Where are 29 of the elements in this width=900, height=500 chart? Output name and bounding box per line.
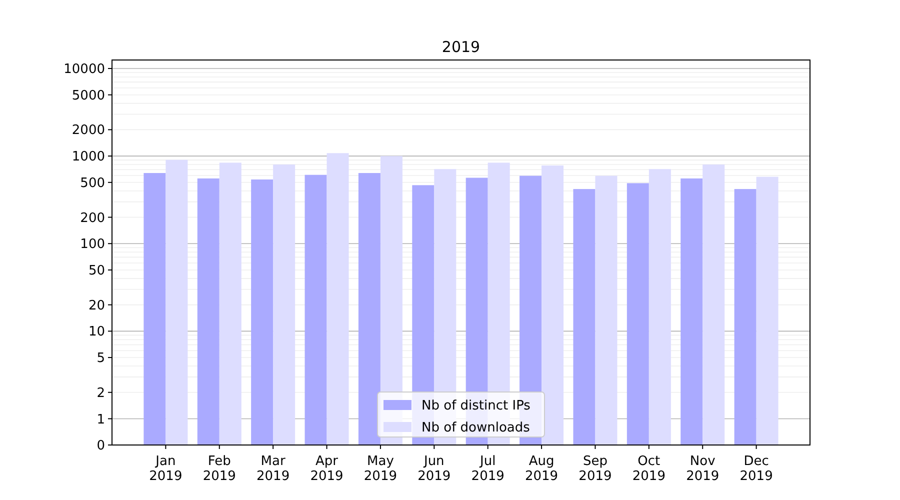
- y-tick-label: 100: [80, 237, 105, 252]
- y-tick-label: 10: [88, 324, 105, 340]
- x-tick-label: Feb 2019: [202, 454, 236, 484]
- x-tick-label: Jan 2019: [149, 454, 182, 484]
- x-tick-label: Mar 2019: [256, 454, 290, 484]
- y-tick-label: 1: [96, 412, 105, 428]
- y-tick-label: 2000: [72, 123, 105, 138]
- y-tick-label: 1000: [72, 150, 105, 165]
- y-tick-label: 2: [96, 386, 105, 401]
- x-tick-label: Apr 2019: [310, 454, 344, 484]
- x-tick-label: Jul 2019: [471, 454, 504, 484]
- x-tick-label: Aug 2019: [524, 454, 558, 484]
- legend-label: Nb of distinct IPs: [422, 398, 531, 414]
- y-tick-label: 500: [80, 176, 105, 191]
- x-tick-label: May 2019: [364, 454, 398, 484]
- y-tick-label: 10000: [64, 62, 105, 78]
- y-tick-label: 5000: [72, 88, 105, 104]
- x-tick-label: Oct 2019: [632, 454, 666, 484]
- x-tick-label: Jun 2019: [418, 454, 451, 484]
- x-tick-label: Dec 2019: [740, 454, 773, 484]
- y-tick-label: 0: [96, 438, 105, 454]
- y-tick-label: 20: [88, 298, 105, 314]
- legend-label: Nb of downloads: [422, 420, 530, 436]
- y-tick-label: 200: [80, 210, 105, 226]
- y-tick-label: 50: [88, 264, 105, 279]
- x-tick-label: Nov 2019: [686, 454, 720, 484]
- y-tick-label: 5: [96, 351, 105, 366]
- x-tick-label: Sep 2019: [578, 454, 612, 484]
- chart-title: 2019: [442, 38, 480, 56]
